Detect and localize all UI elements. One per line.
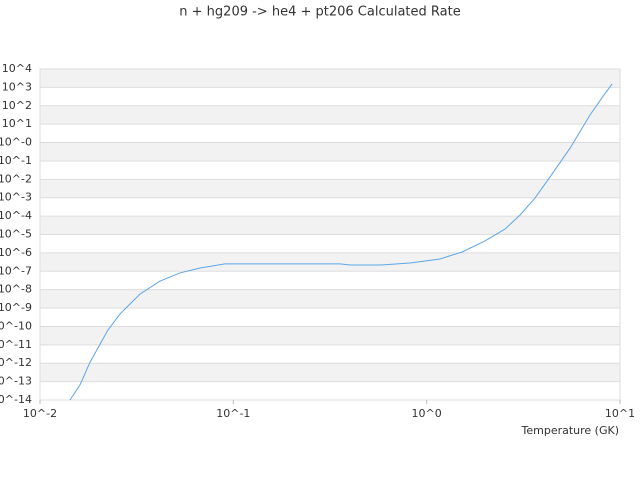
grid-band xyxy=(40,326,620,345)
grid-band xyxy=(40,363,620,382)
grid-band xyxy=(40,252,620,272)
y-tick-label: 10^-4 xyxy=(0,209,32,222)
x-tick-label: 10^-2 xyxy=(23,407,57,420)
grid-band xyxy=(40,105,620,125)
y-tick-label: 10^-3 xyxy=(0,191,32,204)
y-tick-label: 10^-6 xyxy=(0,246,32,259)
grid-band xyxy=(40,179,620,198)
y-tick-label: 10^-7 xyxy=(0,264,32,277)
plot-border xyxy=(39,68,621,401)
chart-title: n + hg209 -> he4 + pt206 Calculated Rate xyxy=(179,5,460,20)
y-tick-label: 10^-8 xyxy=(0,283,32,296)
y-tick-label: 10^4 xyxy=(2,62,32,75)
y-tick-label: 10^-5 xyxy=(0,228,32,241)
x-tick-label: 10^0 xyxy=(412,407,442,420)
y-tick-label: 10^-1 xyxy=(0,154,32,167)
grid-band xyxy=(40,289,620,309)
y-tick-label: 10^-0 xyxy=(0,136,32,149)
y-tick-label: 10^-13 xyxy=(0,375,32,388)
y-tick-label: 10^2 xyxy=(2,99,32,112)
y-tick-label: 10^-11 xyxy=(0,338,32,351)
y-tick-label: 10^3 xyxy=(2,80,32,93)
y-tick-label: 10^1 xyxy=(2,117,32,130)
grid-band xyxy=(40,142,620,161)
x-axis-label: Temperature (GK) xyxy=(521,424,620,437)
y-tick-label: 10^-10 xyxy=(0,319,32,332)
grid-band xyxy=(40,216,620,235)
y-tick-label: 10^-12 xyxy=(0,356,32,369)
y-tick-label: 10^-2 xyxy=(0,172,32,185)
x-tick-label: 10^1 xyxy=(605,407,635,420)
x-tick-label: 10^-1 xyxy=(216,407,250,420)
y-tick-label: 10^-9 xyxy=(0,301,32,314)
grid-band xyxy=(40,69,620,88)
y-tick-label: 10^-14 xyxy=(0,393,32,406)
line-series xyxy=(69,83,613,400)
